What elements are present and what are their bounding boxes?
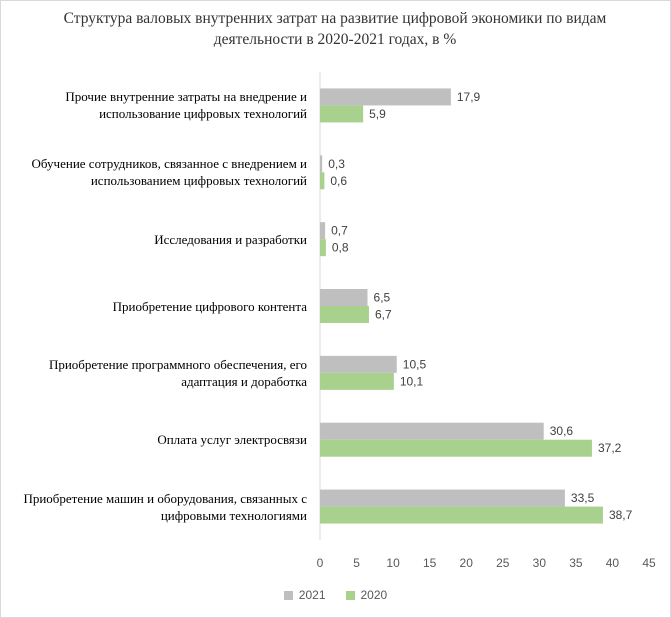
data-label-2020: 38,7 — [609, 508, 633, 522]
data-label-2020: 10,1 — [400, 374, 424, 388]
data-label-2021: 0,7 — [331, 224, 348, 238]
data-label-2020: 5,9 — [369, 107, 386, 121]
bar-2021 — [320, 222, 326, 240]
bar-2020 — [320, 439, 592, 457]
x-tick-label: 35 — [569, 556, 583, 570]
bar-2020 — [320, 172, 325, 190]
x-tick-label: 30 — [533, 556, 547, 570]
data-label-2020: 37,2 — [598, 441, 622, 455]
x-tick-label: 20 — [460, 556, 474, 570]
legend-item-2021: 2021 — [283, 588, 326, 602]
legend-label-2021: 2021 — [298, 588, 326, 602]
x-tick-label: 10 — [386, 556, 400, 570]
data-label-2021: 6,5 — [374, 291, 391, 305]
data-label-2020: 0,8 — [332, 241, 349, 255]
bar-2021 — [320, 88, 451, 106]
bar-2021 — [320, 489, 565, 507]
x-tick-label: 0 — [317, 556, 324, 570]
bar-2020 — [320, 105, 364, 123]
legend-swatch-2021 — [283, 590, 293, 600]
category-label: Обучение сотрудников, связанное с внедре… — [31, 156, 307, 189]
x-tick-label: 25 — [496, 556, 510, 570]
category-label: Исследования и разработки — [154, 231, 307, 247]
legend-item-2020: 2020 — [345, 588, 388, 602]
category-label: Прочие внутренние затраты на внедрение и… — [65, 89, 307, 122]
category-label: Приобретение программного обеспечения, е… — [48, 356, 307, 389]
x-tick-label: 40 — [606, 556, 620, 570]
data-label-2021: 17,9 — [457, 90, 481, 104]
category-label: Оплата услуг электросвязи — [157, 432, 307, 448]
legend-swatch-2020 — [345, 590, 355, 600]
bar-2020 — [320, 306, 369, 323]
bar-2020 — [320, 506, 603, 524]
data-label-2021: 33,5 — [571, 491, 595, 505]
bar-2020 — [320, 239, 326, 257]
x-tick-label: 45 — [642, 556, 656, 570]
data-label-2021: 10,5 — [403, 357, 427, 371]
bar-2021 — [320, 289, 368, 306]
data-label-2021: 0,3 — [328, 157, 345, 171]
chart-title: Структура валовых внутренних затрат на р… — [63, 10, 607, 48]
legend-label-2020: 2020 — [360, 588, 388, 602]
category-label: Приобретение цифрового контента — [112, 298, 307, 314]
category-label: Приобретение машин и оборудования, связа… — [23, 490, 307, 523]
x-tick-label: 15 — [423, 556, 437, 570]
data-label-2021: 30,6 — [550, 424, 574, 438]
bar-2020 — [320, 372, 394, 390]
x-tick-label: 5 — [353, 556, 360, 570]
bar-2021 — [320, 155, 323, 173]
data-label-2020: 0,6 — [330, 174, 347, 188]
bar-2021 — [320, 355, 397, 373]
legend: 2021 2020 — [0, 588, 671, 602]
bar-2021 — [320, 422, 544, 440]
data-label-2020: 6,7 — [375, 308, 392, 322]
